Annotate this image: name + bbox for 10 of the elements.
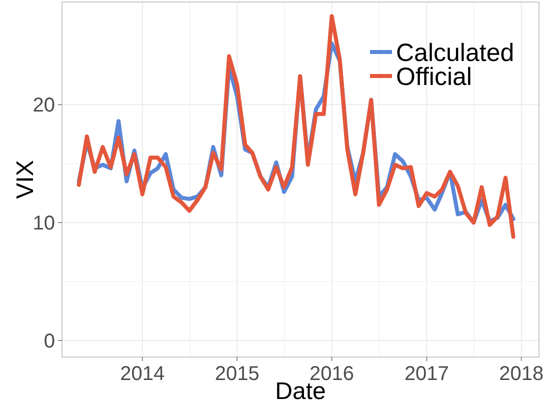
y-tick-label: 20 <box>32 94 55 117</box>
x-tick-label: 2015 <box>214 363 260 385</box>
y-tick-label: 10 <box>32 212 55 235</box>
y-axis-title: VIX <box>12 160 39 199</box>
x-tick-label: 2017 <box>404 363 449 385</box>
x-tick-label: 2018 <box>499 363 544 385</box>
x-tick-label: 2016 <box>310 363 354 385</box>
y-tick-label: 0 <box>44 330 55 352</box>
line-series <box>76 14 516 239</box>
x-tick-label: 2014 <box>120 363 165 385</box>
